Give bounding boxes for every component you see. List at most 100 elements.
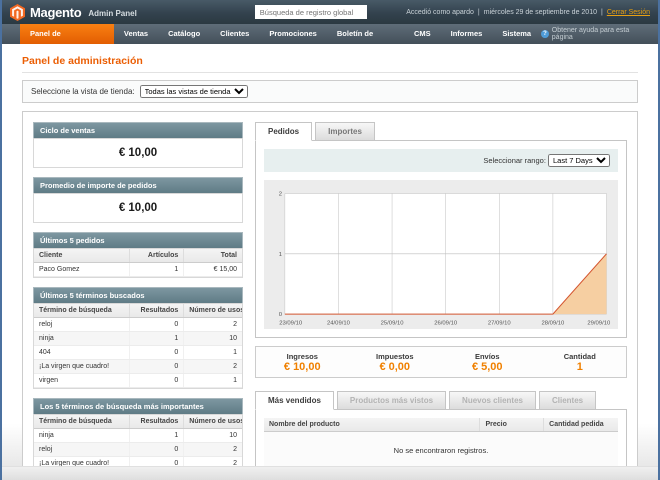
table-row: ninja110 — [34, 332, 242, 346]
range-label: Seleccionar rango: — [483, 156, 546, 165]
widget-title: Últimos 5 términos buscados — [33, 287, 243, 303]
bestsellers-table: Nombre del producto Precio Cantidad pedi… — [264, 418, 618, 466]
average-orders-value: € 10,00 — [34, 194, 242, 222]
table-row: Paco Gomez1€ 15,00 — [34, 263, 242, 277]
col-price: Precio — [480, 418, 544, 432]
svg-text:29/09/10: 29/09/10 — [587, 320, 611, 326]
chart-tabs: PedidosImportes — [255, 122, 627, 141]
table-row: ¡La virgen que cuadro!02 — [34, 360, 242, 374]
svg-text:24/09/10: 24/09/10 — [327, 320, 351, 326]
bottom-tabs: Más vendidosProductos más vistosNuevos c… — [255, 391, 627, 410]
widget-title: Los 5 términos de búsqueda más important… — [33, 398, 243, 414]
lifetime-sales-value: € 10,00 — [34, 139, 242, 167]
stat-0: Ingresos€ 10,00 — [256, 352, 349, 373]
title-divider — [22, 72, 638, 73]
table-row: virgen01 — [34, 374, 242, 388]
table-row: ninja110 — [34, 429, 242, 443]
widget-title: Ciclo de ventas — [33, 122, 243, 138]
header-user-area: Accedió como apardo | miércoles 29 de se… — [406, 9, 650, 16]
widget-title: Promedio de importe de pedidos — [33, 177, 243, 193]
main-nav: Panel de administraciónVentasCatálogoCli… — [2, 24, 658, 44]
tab-1: Productos más vistos — [337, 391, 446, 410]
orders-area-chart: 23/09/10 24/09/10 25/09/10 26/09/10 27/09/10… — [268, 186, 614, 328]
page-title: Panel de administración — [22, 55, 638, 67]
nav-item-4[interactable]: Promociones — [259, 24, 327, 44]
col-qty-ordered: Cantidad pedida — [544, 418, 618, 432]
stat-value: 1 — [534, 361, 627, 373]
range-select[interactable]: Last 7 Days — [548, 154, 610, 167]
orders-chart-panel: Seleccionar rango: Last 7 Days 23/09/102… — [255, 140, 627, 338]
separator: | — [478, 9, 480, 16]
stat-label: Envíos — [441, 352, 534, 361]
current-date: miércoles 29 de septiembre de 2010 — [484, 9, 597, 16]
header: Magento Admin Panel Accedió como apardo … — [2, 0, 658, 24]
tab-0[interactable]: Más vendidos — [255, 391, 334, 410]
svg-text:28/09/10: 28/09/10 — [541, 320, 565, 326]
table-row: reloj02 — [34, 318, 242, 332]
svg-text:2: 2 — [279, 192, 282, 198]
help-label: Obtener ayuda para esta página — [552, 27, 648, 41]
nav-item-0[interactable]: Panel de administración — [20, 24, 114, 44]
page-content: Panel de administración Seleccione la vi… — [2, 44, 658, 466]
table-row: ¡La virgen que cuadro!02 — [34, 457, 242, 467]
svg-text:23/09/10: 23/09/10 — [279, 320, 303, 326]
nav-item-2[interactable]: Catálogo — [158, 24, 210, 44]
svg-text:25/09/10: 25/09/10 — [381, 320, 405, 326]
global-search-input[interactable] — [255, 5, 367, 19]
nav-item-6[interactable]: CMS — [404, 24, 441, 44]
stat-3: Cantidad1 — [534, 352, 627, 373]
widget-lifetime-sales: Ciclo de ventas € 10,00 — [33, 122, 243, 168]
help-icon: ? — [541, 30, 549, 38]
store-view-label: Seleccione la vista de tienda: — [31, 87, 135, 96]
widget-last-orders: Últimos 5 pedidos ClienteArtículosTotalP… — [33, 232, 243, 278]
nav-item-1[interactable]: Ventas — [114, 24, 158, 44]
footer-band — [2, 466, 658, 480]
table-row: 40401 — [34, 346, 242, 360]
totals-strip: Ingresos€ 10,00Impuestos€ 0,00Envíos€ 5,… — [255, 346, 627, 378]
col-product-name: Nombre del producto — [264, 418, 480, 432]
separator: | — [601, 9, 603, 16]
dashboard-container: Ciclo de ventas € 10,00 Promedio de impo… — [22, 111, 638, 466]
nav-item-3[interactable]: Clientes — [210, 24, 259, 44]
nav-item-8[interactable]: Sistema — [492, 24, 541, 44]
help-link[interactable]: ? Obtener ayuda para esta página — [541, 24, 658, 44]
svg-text:1: 1 — [279, 252, 282, 258]
stat-label: Ingresos — [256, 352, 349, 361]
nav-items: Panel de administraciónVentasCatálogoCli… — [20, 24, 541, 44]
dashboard-sidebar: Ciclo de ventas € 10,00 Promedio de impo… — [33, 122, 243, 466]
range-bar: Seleccionar rango: Last 7 Days — [264, 149, 618, 172]
tab-1[interactable]: Importes — [315, 122, 375, 141]
svg-text:27/09/10: 27/09/10 — [488, 320, 512, 326]
logo-subtitle: Admin Panel — [88, 9, 136, 18]
store-view-select[interactable]: Todas las vistas de tienda — [140, 85, 248, 98]
dashboard-main: PedidosImportes Seleccionar rango: Last … — [255, 122, 627, 466]
tab-0[interactable]: Pedidos — [255, 122, 312, 141]
stat-2: Envíos€ 5,00 — [441, 352, 534, 373]
store-view-bar: Seleccione la vista de tienda: Todas las… — [22, 80, 638, 103]
bestsellers-panel: Nombre del producto Precio Cantidad pedi… — [255, 409, 627, 466]
stat-value: € 0,00 — [349, 361, 442, 373]
logo-name: Magento — [30, 5, 81, 20]
logged-in-as: Accedió como apardo — [406, 9, 474, 16]
empty-records-message: No se encontraron registros. — [264, 432, 618, 466]
magento-logo[interactable]: Magento Admin Panel — [10, 4, 137, 21]
tab-3: Clientes — [539, 391, 596, 410]
table-row: reloj02 — [34, 443, 242, 457]
admin-window: Magento Admin Panel Accedió como apardo … — [0, 0, 660, 480]
stat-label: Cantidad — [534, 352, 627, 361]
svg-text:26/09/10: 26/09/10 — [434, 320, 458, 326]
stat-1: Impuestos€ 0,00 — [349, 352, 442, 373]
top-search-terms-table: Término de búsquedaResultadosNúmero de u… — [34, 415, 242, 466]
stat-value: € 5,00 — [441, 361, 534, 373]
stat-label: Impuestos — [349, 352, 442, 361]
magento-logo-icon — [10, 4, 25, 21]
logout-link[interactable]: Cerrar Sesión — [607, 9, 650, 16]
stat-value: € 10,00 — [256, 361, 349, 373]
last-search-terms-table: Término de búsquedaResultadosNúmero de u… — [34, 304, 242, 388]
nav-item-7[interactable]: Informes — [441, 24, 493, 44]
tab-2: Nuevos clientes — [449, 391, 536, 410]
orders-chart: 23/09/10 24/09/10 25/09/10 26/09/10 27/09/10… — [264, 180, 618, 329]
widget-title: Últimos 5 pedidos — [33, 232, 243, 248]
widget-top-search-terms: Los 5 términos de búsqueda más important… — [33, 398, 243, 466]
nav-item-5[interactable]: Boletín de noticias — [327, 24, 404, 44]
